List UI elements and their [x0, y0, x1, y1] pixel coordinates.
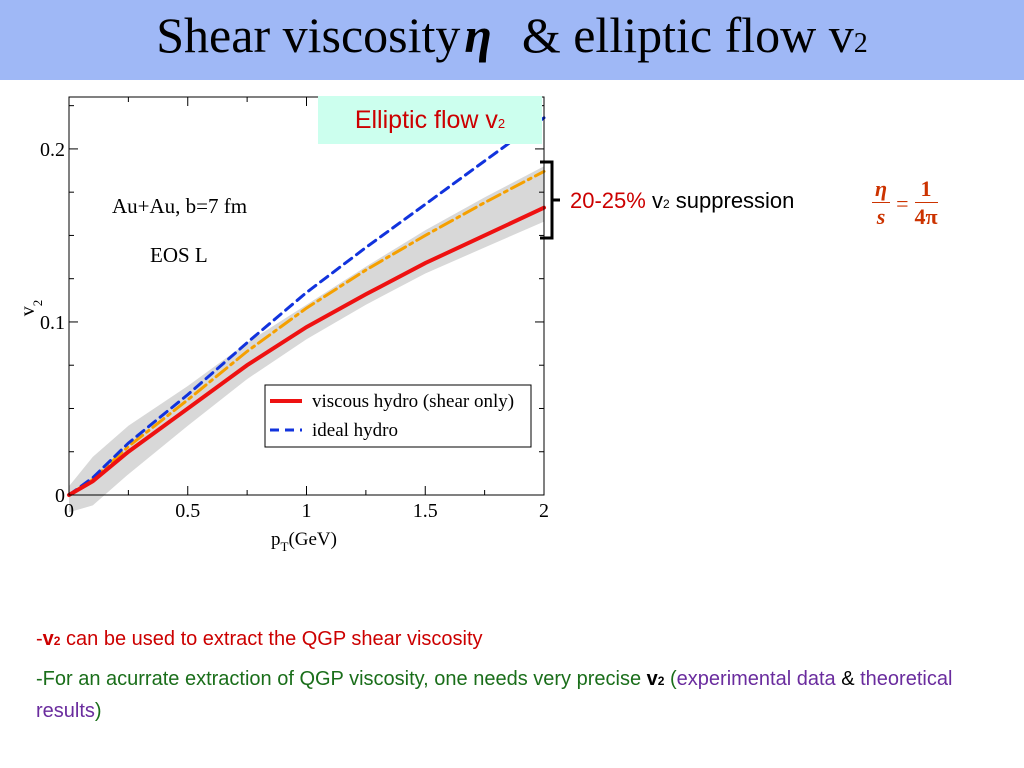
eta-over-s-formula: η s = 1 4π [872, 176, 938, 231]
uncertainty-band [69, 166, 544, 513]
title-rest: & elliptic flow v [521, 7, 854, 63]
title-bar [0, 0, 1024, 80]
legend-box [264, 384, 532, 448]
x-tick-label-0: 0 [64, 500, 74, 522]
x-axis-label: pT(GeV) [271, 529, 337, 554]
suppression-bracket [540, 160, 560, 240]
x-tick-label-1: 0.5 [175, 500, 200, 522]
elliptic-flow-label: Elliptic flow v2 [318, 96, 542, 144]
eta-symbol: η [464, 7, 492, 63]
annotation-2: EOS L [150, 243, 208, 267]
series-line-3 [67, 169, 546, 497]
title-main: Shear viscosity [156, 7, 461, 63]
suppression-percent: 20-25% [570, 188, 646, 213]
annotation-1: Au+Au, b=7 fm [112, 194, 247, 218]
series-line-2 [67, 116, 546, 497]
y-tick-label-1: 0.1 [40, 312, 65, 334]
series-line-1 [67, 205, 546, 497]
y-tick-label-0: 0 [55, 485, 65, 507]
x-tick-label-2: 1 [302, 500, 312, 522]
bullet-list: -v2 can be used to extract the QGP shear… [36, 624, 1011, 734]
bullet-1: -v2 can be used to extract the QGP shear… [36, 628, 483, 650]
v2-chart: 0 0.5 1 1.5 2 0 0.1 0.2 viscous hydro (shear on… [17, 96, 560, 554]
slide-title: Shear viscosityη & elliptic flow v2 [0, 6, 1024, 64]
suppression-note: 20-25% v2 suppression [570, 188, 795, 213]
bullet-2: -For an acurrate extraction of QGP visco… [36, 668, 953, 722]
x-tick-label-3: 1.5 [413, 500, 438, 522]
x-tick-label-4: 2 [539, 500, 549, 522]
legend-label-1: viscous hydro (shear only) [312, 391, 514, 412]
legend-label-2: ideal hydro [312, 420, 398, 441]
y-axis-label: v2 [17, 300, 45, 317]
y-tick-label-2: 0.2 [40, 139, 65, 161]
title-sub: 2 [853, 28, 868, 59]
